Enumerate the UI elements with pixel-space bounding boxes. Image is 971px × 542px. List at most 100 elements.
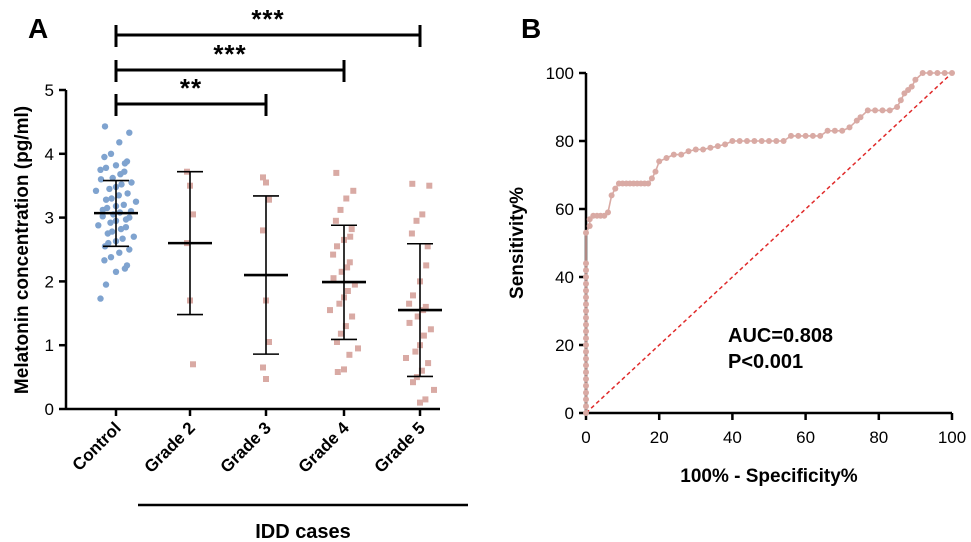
panel-a-data-point xyxy=(117,171,124,178)
panel-a-y-tick-label: 2 xyxy=(45,272,54,291)
roc-point xyxy=(586,223,593,229)
panel-b-ticks: 0 20 40 60 80 100 0 20 40 60 80 100 xyxy=(546,64,967,447)
panel-a-data-point xyxy=(122,216,130,223)
panel-a-data-point xyxy=(422,396,429,403)
roc-point xyxy=(663,155,670,161)
roc-point xyxy=(758,138,765,144)
panel-a-y-ticks: 0 1 2 3 4 5 xyxy=(45,81,66,419)
roc-point xyxy=(648,175,655,182)
panel-a-data-point xyxy=(417,399,423,406)
roc-point xyxy=(656,158,663,165)
panel-a-data-point xyxy=(263,376,269,382)
roc-point xyxy=(927,70,933,76)
panel-b: B Sensitivity% 100% - Specificity% 0 20 40… xyxy=(507,13,966,487)
panel-a-data-point xyxy=(334,339,340,345)
panel-a-data-point xyxy=(332,217,339,224)
panel-a-category-label: Grade 4 xyxy=(295,418,354,477)
roc-point xyxy=(583,403,589,410)
panel-a-data-point xyxy=(101,153,108,161)
panel-a-data-point xyxy=(97,295,104,302)
panel-b-series xyxy=(583,70,955,416)
panel-b-y-tick-label: 0 xyxy=(565,404,574,423)
roc-point xyxy=(583,287,589,294)
panel-a-category-label: Control xyxy=(69,418,125,474)
panel-a-data-point xyxy=(355,345,361,352)
panel-a-data-point xyxy=(346,351,353,358)
panel-a-data-point xyxy=(334,369,341,375)
roc-point xyxy=(583,229,589,236)
panel-a-data-point xyxy=(426,182,433,189)
panel-a-error-bars xyxy=(94,170,442,378)
panel-a-data-point xyxy=(116,249,123,256)
roc-point xyxy=(583,362,589,369)
panel-a-data-point xyxy=(115,192,123,199)
panel-a-axes xyxy=(64,90,440,411)
panel-a-data-point xyxy=(130,233,137,240)
roc-point xyxy=(583,376,589,382)
panel-a-data-point xyxy=(343,195,350,202)
panel-a-data-point xyxy=(99,213,106,220)
panel-a-data-point xyxy=(406,319,413,326)
roc-point xyxy=(583,267,589,274)
panel-a-data-point xyxy=(97,176,105,183)
panel-a-data-point xyxy=(420,332,427,339)
panel-b-y-tick-label: 60 xyxy=(555,200,574,219)
roc-point xyxy=(583,308,589,314)
panel-a-data-point xyxy=(109,174,116,182)
panel-b-y-tick-label: 100 xyxy=(546,64,574,83)
roc-point xyxy=(846,124,853,131)
panel-a-data-point xyxy=(102,164,110,171)
panel-a-data-point xyxy=(107,254,115,261)
roc-point xyxy=(583,348,589,355)
roc-point xyxy=(612,185,619,192)
panel-a-data-point xyxy=(112,162,120,169)
roc-point xyxy=(872,107,879,114)
panel-b-y-tick-label: 20 xyxy=(555,336,574,355)
roc-curve xyxy=(585,72,952,413)
roc-point xyxy=(692,146,699,153)
panel-b-x-axis-title: 100% - Specificity% xyxy=(680,466,858,487)
auc-annotation: AUC=0.808 xyxy=(728,325,833,347)
panel-a-data-point xyxy=(99,206,107,214)
panel-b-x-tick-label: 40 xyxy=(723,428,742,447)
significance-label: *** xyxy=(251,4,284,34)
panel-a-data-point xyxy=(406,300,413,307)
panel-a-data-point xyxy=(260,364,266,371)
panel-a-data-point xyxy=(338,268,345,275)
panel-a-data-point xyxy=(342,323,349,330)
roc-point xyxy=(583,396,589,403)
roc-point xyxy=(583,321,589,328)
panel-a-data-point xyxy=(422,303,429,310)
panel-b-x-tick-label: 80 xyxy=(869,428,888,447)
roc-point xyxy=(583,410,589,416)
panel-a-data-point xyxy=(121,160,129,167)
roc-point xyxy=(729,138,736,144)
panel-a-data-point xyxy=(351,281,358,288)
panel-a-data-point xyxy=(116,139,123,146)
roc-point xyxy=(788,132,794,139)
panel-a-data-point xyxy=(266,196,272,203)
panel-a-data-point xyxy=(336,300,343,307)
roc-point xyxy=(941,70,948,76)
panel-a-data-point xyxy=(132,198,140,205)
roc-point xyxy=(857,114,864,121)
panel-a-data-point xyxy=(409,180,416,187)
significance-bracket xyxy=(114,25,422,47)
panel-a-data-point xyxy=(260,174,266,181)
panel-b-x-tick-label: 60 xyxy=(796,428,815,447)
roc-point xyxy=(908,83,915,90)
panel-a-data-point xyxy=(413,217,420,224)
panel-a-x-categories: Control Grade 2 Grade 3 Grade 4 Grade 5 xyxy=(69,409,429,477)
panel-a-data-point xyxy=(117,225,125,233)
panel-a-data-point xyxy=(124,190,131,197)
idd-group-label: IDD cases xyxy=(255,521,351,542)
panel-b-x-tick-label: 100 xyxy=(938,428,966,447)
panel-a-data-point xyxy=(424,243,431,250)
panel-a-data-point xyxy=(112,268,120,275)
panel-a-data-point xyxy=(107,150,115,157)
panel-a-y-axis-title: Melatonin concentration (pg/ml) xyxy=(12,106,33,394)
roc-point xyxy=(795,132,802,139)
panel-a-data-point xyxy=(425,360,432,367)
roc-point xyxy=(934,70,941,76)
